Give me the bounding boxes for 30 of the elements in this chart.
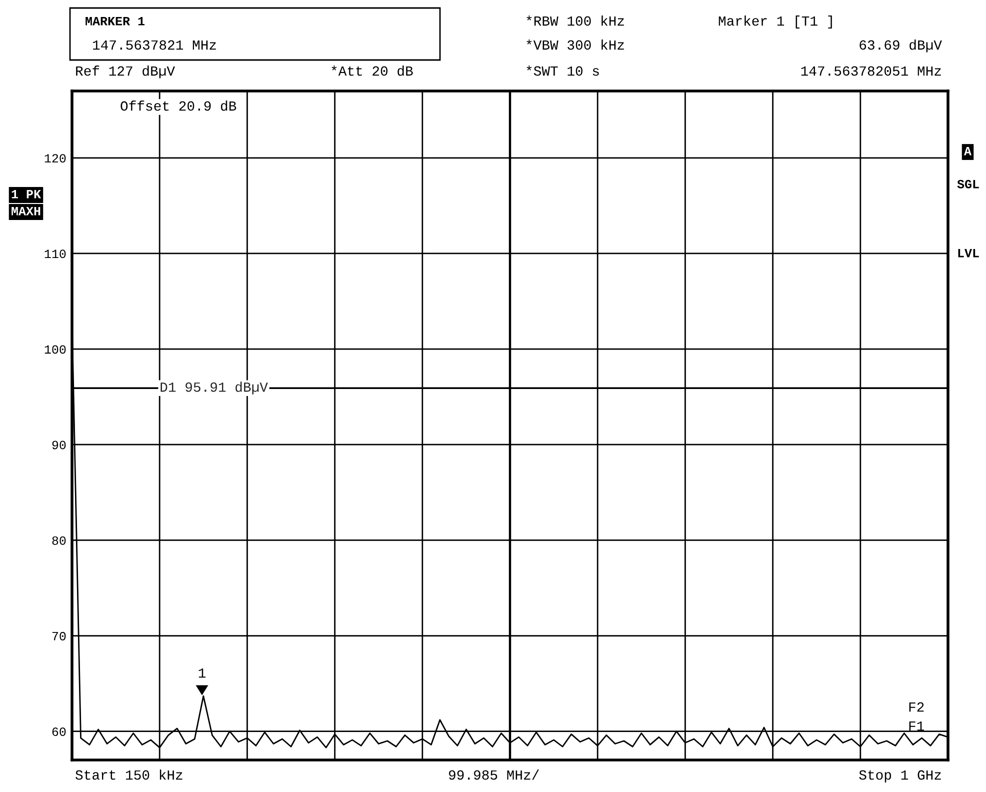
text: 99.985 MHz/ (448, 770, 539, 780)
y-tick-label: 60 (52, 727, 66, 736)
text: SGL (957, 180, 979, 188)
annotation: 1 (198, 668, 206, 678)
y-tick-label: 100 (44, 345, 66, 354)
text: LVL (958, 249, 979, 258)
annotation: Offset 20.9 dB (120, 100, 236, 111)
text: 63.69 dBµV (860, 40, 942, 52)
text: *RBW 100 kHz (526, 16, 624, 26)
y-tick-label: 70 (52, 632, 66, 640)
text: Start 150 kHz (76, 770, 182, 780)
text: Marker 1 [T1 ] (718, 16, 832, 28)
text: 1 PK (12, 190, 42, 198)
y-tick-label: 90 (52, 440, 66, 450)
annotation: F2 (909, 702, 924, 712)
annotation: F1 (909, 721, 924, 731)
y-tick-label: 120 (44, 154, 66, 163)
text: *Att 20 dB (332, 66, 413, 76)
text: A (964, 147, 972, 156)
text: Ref 127 dBµV (76, 66, 175, 78)
y-tick-label: 80 (52, 536, 66, 545)
text: *VBW 300 kHz (526, 40, 624, 50)
text: 147.5637821 MHz (93, 40, 216, 50)
y-tick-label: 110 (44, 250, 66, 258)
text: 147.563782051 MHz (801, 66, 941, 76)
text: MAXH (12, 207, 40, 216)
text: MARKER 1 (86, 17, 144, 26)
text: *SWT 10 s (526, 66, 599, 76)
ref-line-label: D1 95.91 dBµV (160, 382, 268, 394)
text: Stop 1 GHz (859, 770, 941, 782)
